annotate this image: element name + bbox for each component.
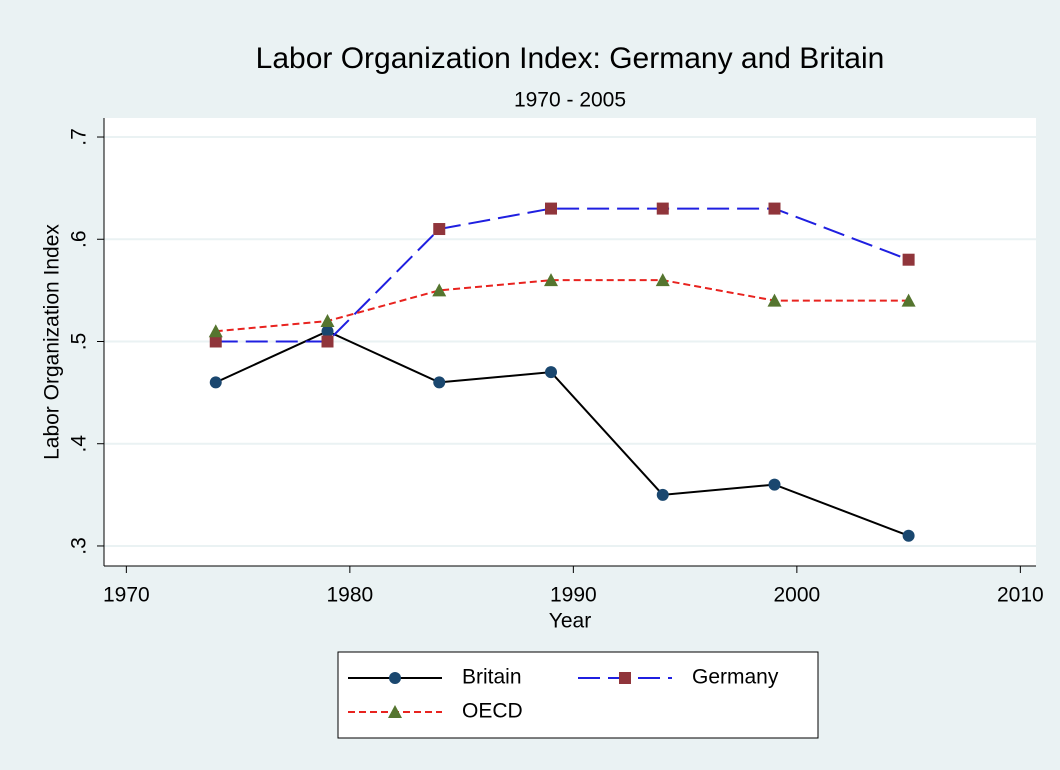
marker <box>433 376 446 389</box>
marker <box>545 202 558 215</box>
y-tick-label: .4 <box>68 435 91 453</box>
legend-box <box>337 651 819 739</box>
marker <box>902 253 915 266</box>
marker <box>655 273 670 287</box>
x-tick-label: 1980 <box>326 584 373 607</box>
marker <box>656 202 669 215</box>
marker <box>321 325 334 338</box>
marker <box>208 324 223 338</box>
legend-marker <box>389 672 401 684</box>
legend-label: Germany <box>692 666 779 689</box>
x-tick-label: 1990 <box>550 584 597 607</box>
marker <box>432 283 447 297</box>
marker <box>544 273 559 287</box>
chart-title: Labor Organization Index: Germany and Br… <box>256 42 885 75</box>
marker <box>901 293 916 307</box>
marker <box>902 529 915 542</box>
marker <box>768 202 781 215</box>
legend-marker <box>388 705 402 718</box>
y-tick-label: .7 <box>68 128 91 146</box>
marker <box>320 314 335 328</box>
legend-label: Britain <box>462 666 522 689</box>
marker <box>767 293 782 307</box>
y-tick-label: .6 <box>68 230 91 248</box>
x-tick-label: 1970 <box>103 584 150 607</box>
marker <box>545 366 558 379</box>
marker <box>321 335 334 348</box>
y-tick-label: .3 <box>68 537 91 555</box>
marker <box>433 223 446 236</box>
x-axis-title: Year <box>549 610 591 633</box>
y-tick-label: .5 <box>68 333 91 351</box>
marker <box>209 335 222 348</box>
x-tick-label: 2000 <box>773 584 820 607</box>
chart-subtitle: 1970 - 2005 <box>514 89 626 112</box>
marker <box>656 488 669 501</box>
legend-marker <box>619 672 631 684</box>
marker <box>768 478 781 491</box>
legend-label: OECD <box>462 700 523 723</box>
marker <box>209 376 222 389</box>
x-tick-label: 2010 <box>997 584 1044 607</box>
y-axis-title: Labor Organization Index <box>41 224 64 460</box>
